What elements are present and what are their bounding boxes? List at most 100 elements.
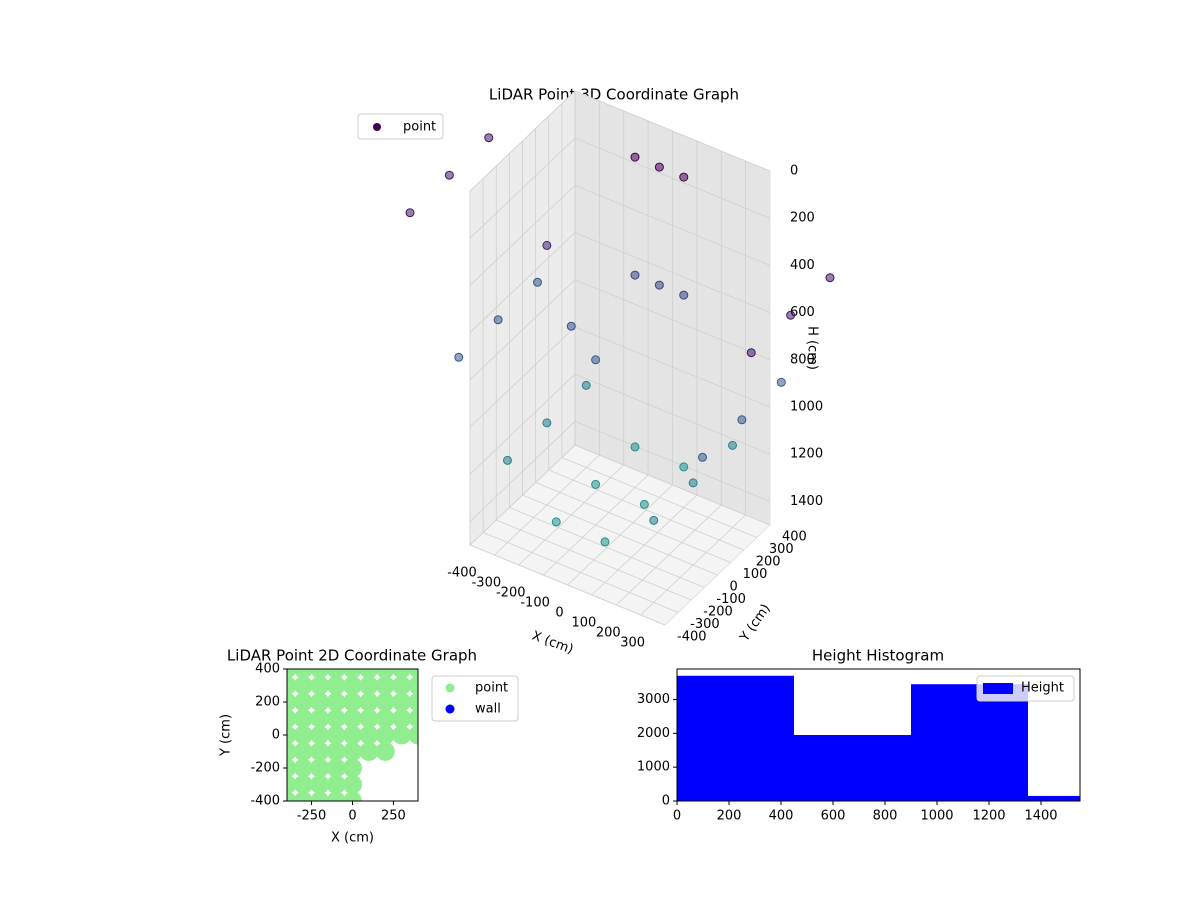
x-tick-label: 100 [571, 616, 596, 631]
point [287, 791, 297, 801]
point [310, 669, 330, 679]
point [408, 669, 418, 679]
point [287, 692, 297, 712]
point [359, 692, 379, 712]
point [359, 725, 379, 745]
point [310, 791, 330, 801]
point [375, 709, 395, 728]
x-tick-label: -200 [496, 586, 526, 601]
point [293, 791, 313, 801]
point [737, 415, 747, 425]
plot-area [677, 675, 1080, 801]
y-tick-label: 100 [743, 567, 768, 582]
point [293, 742, 313, 761]
point [293, 669, 313, 679]
x-tick-label: 1400 [1024, 809, 1057, 824]
grid-line [522, 494, 718, 576]
legend-label: point [403, 120, 436, 135]
point [786, 310, 796, 320]
y-tick-label: 400 [255, 662, 280, 677]
point [542, 418, 552, 428]
x-tick-label: 0 [348, 809, 356, 824]
axes-frame [676, 668, 1081, 802]
point [392, 709, 412, 728]
grid-line [574, 90, 771, 172]
x-tick-label: 600 [821, 809, 846, 824]
legend-box [357, 113, 444, 140]
point [293, 725, 313, 745]
grid-line [482, 532, 679, 613]
point [688, 478, 698, 488]
point [375, 676, 395, 695]
point [825, 273, 835, 283]
z-tick-label: 1400 [790, 494, 823, 509]
point [287, 758, 297, 778]
point [293, 676, 313, 695]
point [551, 517, 561, 527]
z-tick-label: 1000 [790, 400, 823, 415]
point [343, 692, 362, 712]
x-tick-label: 400 [769, 809, 794, 824]
y-tick-label: -200 [250, 761, 280, 776]
point [405, 208, 415, 218]
y-tick-label: -100 [716, 592, 746, 607]
point [444, 170, 454, 180]
point [287, 725, 297, 745]
z-tick-label: 400 [790, 258, 815, 273]
point [287, 669, 297, 679]
grid-line [574, 444, 771, 526]
point [310, 775, 330, 794]
x-tick-label: 0 [673, 809, 681, 824]
legend-label: point [475, 681, 508, 696]
point [454, 352, 464, 362]
x-tick-label: 250 [381, 809, 406, 824]
grid-line [469, 90, 576, 192]
point [287, 676, 297, 695]
grid-line [548, 469, 744, 551]
point [375, 692, 395, 712]
point [581, 380, 591, 390]
y-tick-label: 200 [255, 695, 280, 710]
plot-area [287, 669, 418, 801]
point [566, 321, 576, 331]
legend-marker [445, 704, 455, 714]
point [698, 452, 707, 462]
grid-line [574, 421, 771, 502]
legend-marker [983, 683, 1013, 694]
point [375, 725, 395, 745]
grid-line [561, 457, 758, 538]
point [359, 669, 379, 679]
y-tick-label: 2000 [637, 726, 670, 741]
point [630, 442, 640, 452]
grid-line [469, 279, 576, 381]
grid-line [535, 482, 731, 563]
y-tick-label: 300 [769, 542, 794, 557]
legend-label: wall [475, 702, 501, 717]
y-axis-label: Y (cm) [219, 714, 234, 757]
y-tick-label: 0 [272, 728, 280, 743]
point [293, 775, 313, 794]
point [343, 676, 362, 695]
legend-box [431, 675, 519, 722]
point [408, 709, 418, 728]
x-tick-label: -300 [472, 576, 502, 591]
grid-line [574, 326, 771, 408]
grid-line [469, 373, 576, 475]
point [484, 133, 494, 143]
legend-marker [373, 123, 381, 131]
point [392, 669, 412, 679]
point [310, 725, 330, 745]
legend-box [976, 675, 1075, 702]
point [359, 709, 379, 728]
point [343, 725, 362, 745]
x-tick-label: 0 [555, 606, 563, 621]
point [679, 172, 689, 182]
x-tick-label: -100 [520, 596, 550, 611]
point [503, 455, 512, 465]
x-tick-label: 200 [596, 626, 621, 641]
point [326, 676, 346, 695]
grid-line [469, 421, 576, 522]
plot-area [405, 133, 835, 547]
x-tick-label: 200 [717, 809, 742, 824]
